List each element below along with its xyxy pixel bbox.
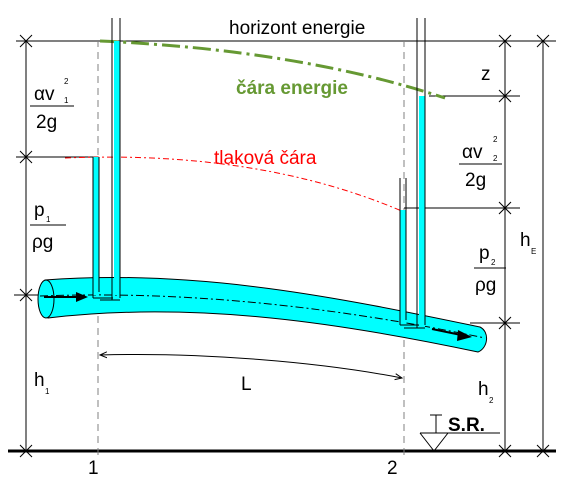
svg-text:1: 1 <box>64 96 69 105</box>
svg-text:1: 1 <box>46 215 51 224</box>
svg-text:2g: 2g <box>36 112 57 133</box>
flow-arrow-outlet <box>431 328 472 341</box>
L-dimension-arc <box>100 354 402 378</box>
pressure-line-label: tlaková čára <box>214 148 317 169</box>
svg-text:ρg: ρg <box>32 232 53 253</box>
hE-label: h E <box>520 230 536 256</box>
svg-text:2: 2 <box>493 135 498 144</box>
svg-text:2g: 2g <box>465 170 486 191</box>
flow-arrow-inlet <box>44 292 88 302</box>
energy-horizon-label: horizont energie <box>229 18 365 39</box>
pipe-inlet <box>37 279 55 319</box>
sr-label: S.R. <box>448 415 485 436</box>
energy-line-label: čára energie <box>236 78 348 99</box>
svg-text:h: h <box>478 379 489 400</box>
section-1-label: 1 <box>88 458 99 479</box>
velocity-head-2: αv 2 2 2g <box>459 135 502 191</box>
piezometer-1 <box>93 157 99 295</box>
svg-text:2: 2 <box>64 77 69 86</box>
svg-text:αv: αv <box>462 142 483 163</box>
pipe-body <box>38 276 487 353</box>
velocity-head-1: αv 2 1 2g <box>30 77 74 133</box>
svg-text:2: 2 <box>491 258 496 267</box>
pressure-line <box>64 156 405 213</box>
svg-text:h: h <box>34 370 45 391</box>
pipe-centerline <box>39 294 486 339</box>
pressure-head-2: p 2 ρg <box>474 243 506 296</box>
piezometer-2 <box>400 210 406 325</box>
svg-text:2: 2 <box>493 154 498 163</box>
h1-label: h 1 <box>34 370 50 396</box>
L-label: L <box>241 374 252 395</box>
pitot-tube-2 <box>419 96 425 328</box>
svg-text:αv: αv <box>34 84 55 105</box>
svg-text:p: p <box>34 200 45 221</box>
svg-text:1: 1 <box>45 387 50 396</box>
svg-text:2: 2 <box>489 396 494 405</box>
svg-text:ρg: ρg <box>475 275 496 296</box>
pitot-tube-1 <box>114 41 120 295</box>
sr-symbol <box>419 414 500 452</box>
z-label: z <box>481 64 491 85</box>
energy-line <box>99 39 446 100</box>
section-2-label: 2 <box>387 458 398 479</box>
pressure-head-1: p 1 ρg <box>30 200 66 253</box>
svg-text:p: p <box>479 243 490 264</box>
h2-label: h 2 <box>478 379 494 405</box>
left-ticks <box>14 34 98 458</box>
svg-text:E: E <box>531 247 536 256</box>
svg-text:h: h <box>520 230 531 251</box>
